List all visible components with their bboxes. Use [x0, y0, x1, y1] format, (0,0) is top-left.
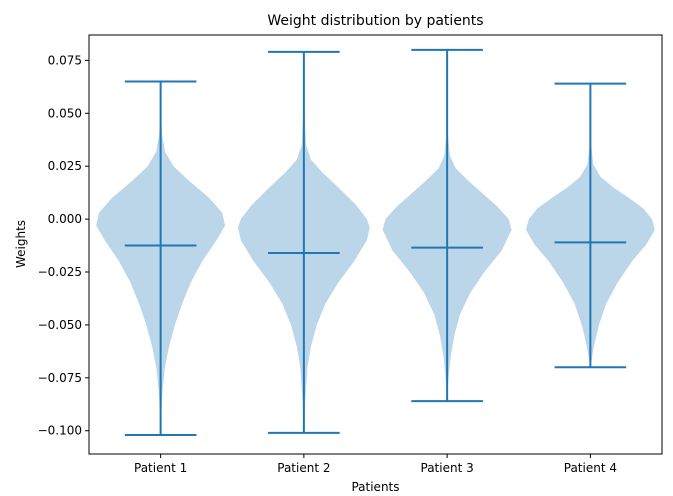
y-axis-title: Weights: [14, 220, 28, 268]
y-tick-label: 0.025: [48, 159, 82, 173]
y-tick-label: −0.075: [38, 371, 82, 385]
y-axis: 0.075 0.050 0.025 0.000 −0.025 −0.050 −0.075 −0…: [38, 53, 89, 438]
violin-stat-lines: [124, 48, 627, 436]
x-tick-label: Patient 2: [277, 461, 330, 475]
y-tick-label: −0.050: [38, 318, 82, 332]
y-tick-label: −0.025: [38, 265, 82, 279]
x-tick-label: Patient 3: [421, 461, 474, 475]
x-axis: Patient 1 Patient 2 Patient 3 Patient 4: [134, 454, 617, 475]
x-tick-label: Patient 4: [564, 461, 617, 475]
y-tick-label: 0.000: [48, 212, 82, 226]
y-tick-label: 0.075: [48, 53, 82, 67]
x-axis-title: Patients: [351, 480, 399, 494]
x-tick-label: Patient 1: [134, 461, 187, 475]
y-tick-label: 0.050: [48, 106, 82, 120]
plot-area-frame: [88, 34, 663, 455]
y-tick-label: −0.100: [38, 424, 82, 438]
chart-title: Weight distribution by patients: [267, 13, 483, 29]
